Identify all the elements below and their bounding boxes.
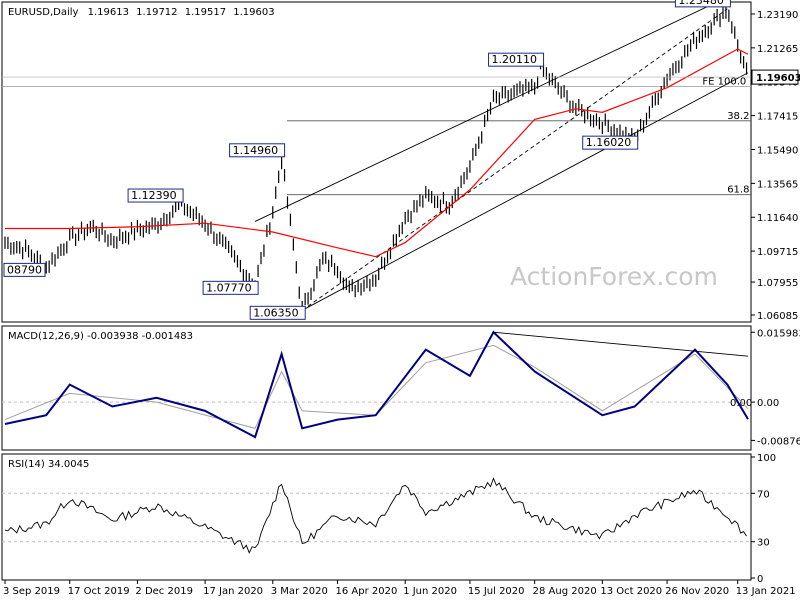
price-tick-label: 1.17415 xyxy=(757,112,798,123)
price-tick-label: 1.21265 xyxy=(757,44,798,55)
price-panel: 1.231901.212651.193401.174151.154901.135… xyxy=(2,0,800,322)
x-tick-label: 3 Mar 2020 xyxy=(271,586,328,597)
annotation-box xyxy=(202,280,259,295)
rsi-line xyxy=(4,477,747,554)
price-tick-label: 1.06085 xyxy=(757,311,798,322)
watermark: ActionForex.com xyxy=(510,262,718,291)
x-tick-label: 17 Oct 2019 xyxy=(68,586,130,597)
annotation-label: 1.23480 xyxy=(678,0,724,7)
annotation-label: 1.16020 xyxy=(586,136,632,149)
rsi-tick-label: 0 xyxy=(757,574,763,585)
macd-tick-label: 0.00 xyxy=(757,398,779,409)
macd-panel-frame xyxy=(1,325,752,451)
macd-trendline xyxy=(493,331,749,357)
macd-line xyxy=(4,330,749,439)
rsi-panel-frame xyxy=(1,453,752,581)
annotation-box xyxy=(249,305,306,320)
price-tick-label: 1.15490 xyxy=(757,145,798,156)
channel-midline xyxy=(301,8,728,311)
price-panel-frame xyxy=(1,1,752,323)
moving-average-line xyxy=(5,48,749,258)
annotation-label: 08790 xyxy=(7,263,42,276)
close-value: 1.19603 xyxy=(233,7,274,18)
annotation-label: 1.20110 xyxy=(492,53,538,66)
x-axis: 3 Sep 2019 17 Oct 2019 2 Dec 2019 17 Jan 20… xyxy=(3,580,796,597)
price-tick-label: 1.09715 xyxy=(757,247,798,258)
rsi-tick-label: 100 xyxy=(757,453,776,464)
last-price-label: 1.19603 xyxy=(756,73,800,84)
rsi-panel: 100 70 30 0 xyxy=(2,453,776,585)
annotation-label: 1.06350 xyxy=(253,306,299,319)
price-tick-label: 1.23190 xyxy=(757,10,798,21)
annotation-label: 1.12390 xyxy=(131,189,177,202)
channel-line xyxy=(254,0,723,222)
annotation-box xyxy=(229,143,286,158)
annotation-box xyxy=(674,0,731,8)
x-tick-label: 2 Dec 2019 xyxy=(135,586,193,597)
x-tick-label: 28 Aug 2020 xyxy=(533,586,597,597)
rsi-tick-label: 30 xyxy=(757,538,770,549)
annotation-box xyxy=(488,52,545,67)
annotation-box xyxy=(582,135,639,150)
fib-level-label: 61.8 xyxy=(727,185,749,196)
macd-tick-label: 0.015983 xyxy=(757,328,800,339)
x-tick-label: 13 Oct 2020 xyxy=(600,586,662,597)
x-tick-label: 15 Jul 2020 xyxy=(468,586,525,597)
annotation-box xyxy=(127,188,184,203)
last-price-box xyxy=(751,69,799,85)
low-value: 1.19517 xyxy=(185,7,226,18)
rsi-header: RSI(14) 34.0045 xyxy=(8,459,89,470)
macd-panel: 0.015983 0.00 -0.008762 0.00 xyxy=(2,328,800,447)
macd-zero-label: 0.00 xyxy=(730,398,752,409)
x-tick-label: 1 Jun 2020 xyxy=(403,586,457,597)
fib-level-label: FE 100.0 xyxy=(702,76,746,87)
channel-line xyxy=(301,72,749,311)
annotation-box xyxy=(3,262,46,277)
open-value: 1.19613 xyxy=(88,7,129,18)
annotation-label: 1.07770 xyxy=(206,281,252,294)
macd-tick-label: -0.008762 xyxy=(757,436,800,447)
fib-level-label: 38.2 xyxy=(727,111,749,122)
x-tick-label: 26 Nov 2020 xyxy=(665,586,729,597)
price-header: EURUSD,Daily 1.19613 1.19712 1.19517 1.1… xyxy=(8,7,275,18)
price-tick-label: 1.11640 xyxy=(757,213,798,224)
high-value: 1.19712 xyxy=(136,7,177,18)
annotation-label: 1.14960 xyxy=(233,144,279,157)
x-tick-label: 13 Jan 2021 xyxy=(736,586,796,597)
price-tick-label: 1.07955 xyxy=(757,278,798,289)
symbol-title: EURUSD,Daily xyxy=(8,7,79,18)
rsi-tick-label: 70 xyxy=(757,489,770,500)
x-tick-label: 17 Jan 2020 xyxy=(203,586,263,597)
macd-header: MACD(12,26,9) -0.003938 -0.001483 xyxy=(8,331,193,342)
x-tick-label: 3 Sep 2019 xyxy=(3,586,60,597)
x-tick-label: 16 Apr 2020 xyxy=(336,586,398,597)
price-tick-label: 1.13565 xyxy=(757,179,798,190)
